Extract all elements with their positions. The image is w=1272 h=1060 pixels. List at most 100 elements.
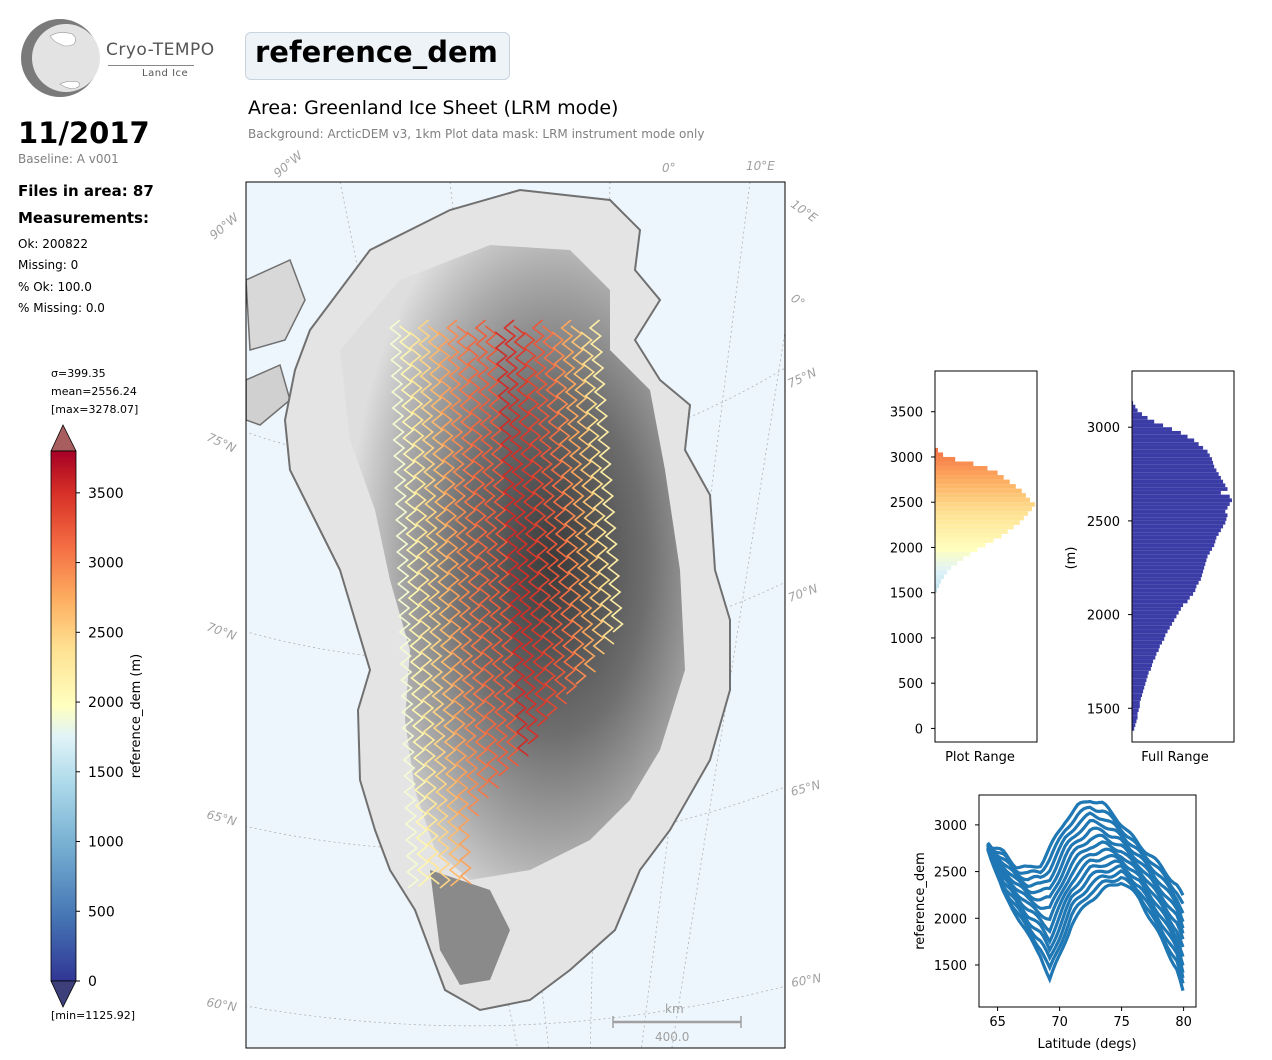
histogram-bar bbox=[1132, 554, 1208, 559]
altimetry-track bbox=[588, 319, 624, 633]
y-tick-label: 3500 bbox=[890, 406, 923, 421]
stat-missing: Missing: 0 bbox=[18, 258, 79, 272]
histogram-bar bbox=[1132, 565, 1205, 570]
histogram-bar bbox=[1132, 685, 1145, 690]
histogram-bar bbox=[935, 493, 1026, 498]
arctic-island bbox=[246, 363, 291, 426]
histogram-bar bbox=[1132, 547, 1212, 551]
lon-label-90w-left: 90°W bbox=[207, 210, 242, 243]
plot-range-xlabel: Plot Range bbox=[945, 750, 1015, 765]
histogram-bar bbox=[1132, 487, 1228, 491]
histogram-bar bbox=[1132, 640, 1162, 645]
altimetry-tracks bbox=[389, 319, 624, 889]
y-tick-label: 2000 bbox=[890, 541, 923, 556]
altimetry-track bbox=[437, 331, 472, 885]
histogram-bar bbox=[935, 588, 938, 593]
histogram-bar bbox=[1132, 520, 1226, 525]
colorbar-mean: mean=2556.24 bbox=[51, 385, 137, 398]
histogram-bar bbox=[1132, 588, 1196, 593]
histogram-bar bbox=[1132, 517, 1227, 521]
histogram-bar bbox=[1132, 682, 1146, 686]
y-tick-label: 3000 bbox=[890, 451, 923, 466]
scatter-xlabel: Latitude (degs) bbox=[1037, 1037, 1136, 1052]
colorbar-label: reference_dem (m) bbox=[129, 654, 144, 778]
altimetry-track bbox=[484, 325, 519, 767]
histogram-bar bbox=[1132, 655, 1156, 660]
histogram-bar bbox=[935, 461, 974, 467]
greenland-map[interactable]: 75°N 70°N 65°N 60°N 75°N 70°N 65°N 60°N … bbox=[190, 150, 850, 1060]
altimetry-track bbox=[551, 331, 587, 685]
altimetry-track bbox=[408, 331, 440, 885]
measurements-title: Measurements: bbox=[18, 209, 149, 227]
cryo-tempo-logo bbox=[21, 19, 100, 97]
scatter-ylabel: reference_dem bbox=[913, 852, 928, 950]
histogram-bar bbox=[935, 538, 994, 543]
histogram-bar bbox=[935, 511, 1028, 516]
histogram-bar bbox=[935, 447, 939, 453]
scatter-track bbox=[986, 818, 1185, 923]
page-title: reference_dem bbox=[255, 35, 498, 69]
histogram-bar bbox=[935, 579, 942, 584]
lat-label-70n-right: 70°N bbox=[786, 581, 819, 605]
full-range-frame bbox=[1131, 370, 1235, 743]
colorbar-tick-label: 2500 bbox=[88, 625, 124, 641]
histogram-bar bbox=[1132, 427, 1172, 431]
lat-label-75n-left: 75°N bbox=[205, 430, 238, 455]
colorbar-min-arrow bbox=[50, 980, 77, 1008]
histogram-bar bbox=[1132, 442, 1199, 446]
colorbar-sigma: σ=399.35 bbox=[51, 367, 106, 380]
histogram-bar bbox=[1132, 592, 1194, 596]
histogram-bar bbox=[1132, 483, 1226, 488]
lon-label-0-top: 0° bbox=[662, 161, 676, 175]
latitude-scatter: 65 70 75 80 1500 2000 2500 3000 Latitude (degs)… bbox=[913, 794, 1197, 1052]
scatter-track bbox=[986, 846, 1185, 948]
histogram-bar bbox=[935, 561, 958, 566]
scalebar: km 400.0 bbox=[612, 1002, 742, 1044]
histogram-bar bbox=[1132, 438, 1195, 443]
y-tick-label: 1500 bbox=[1087, 702, 1120, 717]
histogram-bar bbox=[1132, 543, 1215, 548]
full-range-xlabel: Full Range bbox=[1141, 750, 1209, 765]
full-range-ylabel: (m) bbox=[1064, 547, 1079, 570]
y-tick-label: 0 bbox=[915, 722, 923, 737]
histogram-bar bbox=[1132, 408, 1138, 413]
x-tick-label: 70 bbox=[1051, 1015, 1068, 1030]
lat-label-60n-right: 60°N bbox=[790, 971, 822, 990]
histogram-bar bbox=[1132, 464, 1215, 469]
colorbar-tick-label: 3000 bbox=[88, 556, 124, 572]
lat-label-70n-left: 70°N bbox=[205, 620, 238, 644]
scatter-track bbox=[987, 799, 1185, 896]
y-tick-label: 2000 bbox=[1087, 609, 1120, 624]
y-tick-label: 2500 bbox=[1087, 515, 1120, 530]
y-tick-label: 1500 bbox=[934, 959, 967, 974]
altimetry-track bbox=[427, 325, 462, 887]
histogram-bar bbox=[1132, 610, 1179, 615]
histogram-bar bbox=[1132, 712, 1138, 716]
altimetry-track bbox=[389, 319, 419, 889]
histogram-bar bbox=[1132, 727, 1135, 731]
histogram-bar bbox=[935, 565, 952, 571]
area-subtitle: Background: ArcticDEM v3, 1km Plot data … bbox=[248, 127, 705, 141]
histogram-bar bbox=[1132, 498, 1232, 503]
histogram-bar bbox=[1132, 453, 1210, 458]
colorbar-max: [max=3278.07] bbox=[51, 403, 138, 416]
title-box bbox=[245, 32, 510, 80]
altimetry-track bbox=[456, 325, 490, 799]
histogram-bar bbox=[1132, 468, 1217, 473]
histogram-bar bbox=[1132, 430, 1181, 435]
histogram-bar bbox=[1132, 449, 1208, 454]
histogram-bar bbox=[1132, 607, 1181, 611]
plot-range-frame bbox=[934, 370, 1038, 743]
histogram-bar bbox=[935, 484, 1016, 489]
histogram-bar bbox=[935, 515, 1024, 521]
histogram-bar bbox=[1132, 697, 1141, 701]
histogram-bar bbox=[1132, 678, 1147, 683]
southern-dome bbox=[430, 870, 510, 985]
logo-subtitle: Land Ice bbox=[142, 68, 189, 79]
histogram-bar bbox=[1132, 445, 1204, 450]
lon-label-10e-top: 10°E bbox=[746, 159, 775, 173]
stat-percent-missing: % Missing: 0.0 bbox=[18, 301, 105, 315]
altimetry-track bbox=[417, 319, 451, 889]
histogram-bar bbox=[935, 556, 964, 562]
histogram-bar bbox=[1132, 400, 1134, 405]
